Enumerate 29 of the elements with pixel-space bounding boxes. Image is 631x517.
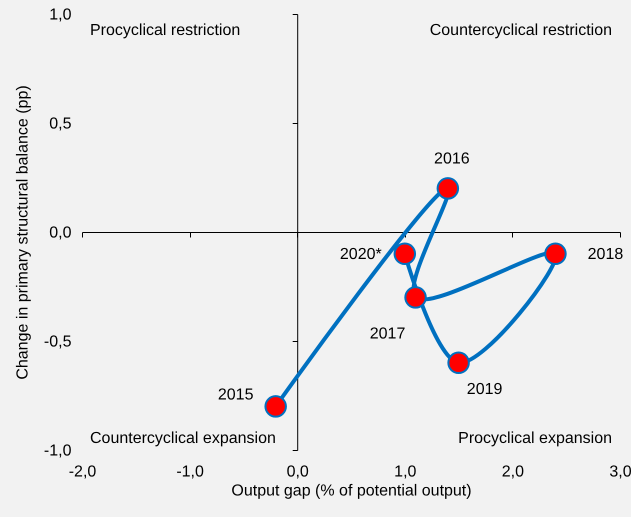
point xyxy=(544,242,567,266)
annotation: 2015 xyxy=(218,386,254,404)
y-tick-label: 0,0 xyxy=(49,224,72,242)
point xyxy=(394,242,416,266)
y-tick-label: 1,0 xyxy=(49,6,72,24)
x-tick-label: -1,0 xyxy=(176,464,204,480)
y-tick-label: 0,5 xyxy=(49,116,72,132)
y-tick-label: -0,5 xyxy=(44,334,72,350)
annotation: Procyclical expansion xyxy=(458,430,612,447)
y-tick-label: -1,0 xyxy=(44,442,72,460)
x-tick-label: 2,0 xyxy=(502,464,524,480)
annotation: 2019 xyxy=(466,380,502,398)
point xyxy=(264,395,287,418)
x-tick-label: 1,0 xyxy=(394,464,417,480)
annotation: 2020* xyxy=(340,246,382,263)
y-axis-title: Change in primary structural balance (pp) xyxy=(14,85,32,380)
annotation: Countercyclical restriction xyxy=(430,22,612,39)
x-tick-label: 3,0 xyxy=(609,464,631,480)
x-tick-label: -2,0 xyxy=(68,464,96,480)
annotation: Procyclical restriction xyxy=(90,22,240,39)
point xyxy=(436,177,460,200)
x-axis-title: Output gap (% of potential output) xyxy=(231,482,472,500)
annotation: Countercyclical expansion xyxy=(90,430,276,447)
point xyxy=(447,352,470,374)
annotation: 2017 xyxy=(370,325,406,342)
annotation: 2018 xyxy=(588,246,624,263)
point xyxy=(404,286,427,309)
annotation: 2016 xyxy=(434,150,470,168)
x-tick-label: 0,0 xyxy=(286,464,309,480)
